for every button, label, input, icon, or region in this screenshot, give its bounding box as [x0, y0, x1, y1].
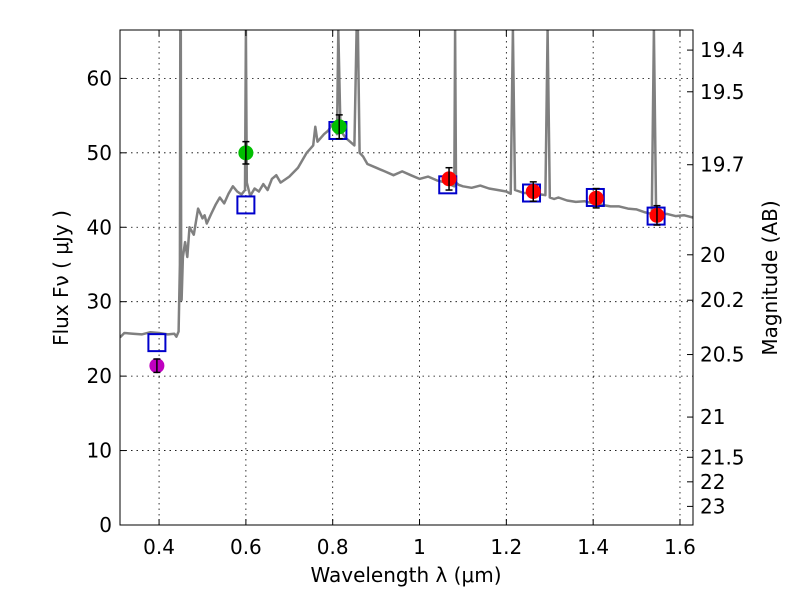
model-photometry-layer — [147, 120, 666, 353]
x-tick-label: 1.4 — [577, 535, 609, 559]
magnitude-tick-label: 19.4 — [700, 38, 745, 62]
y-tick-label: 30 — [87, 290, 112, 314]
x-axis-title: Wavelength λ (μm) — [310, 563, 501, 587]
magnitude-tick-label: 21.5 — [700, 445, 745, 469]
plot-frame — [119, 29, 694, 526]
y-tick-label: 40 — [87, 215, 112, 239]
grid — [120, 30, 693, 525]
ticks: 0.4 0.6 0.8 1 1.2 1.4 1.6 0 10 20 30 40 50 60 19.4 19.5… — [87, 30, 745, 559]
x-tick-label: 0.4 — [143, 535, 175, 559]
magnitude-tick-label: 21 — [700, 405, 725, 429]
model-photometry-point — [236, 195, 256, 215]
y-right-axis-title: Magnitude (AB) — [758, 200, 782, 355]
spectrum-line — [120, 30, 693, 339]
model-photometry-point — [147, 333, 167, 353]
x-tick-label: 0.8 — [317, 535, 349, 559]
x-tick-label: 1.2 — [490, 535, 522, 559]
y-tick-label: 20 — [87, 364, 112, 388]
y-tick-label: 0 — [99, 513, 112, 537]
x-tick-label: 1 — [413, 535, 426, 559]
magnitude-tick-label: 20 — [700, 243, 725, 267]
observed-photometry-layer — [149, 114, 665, 374]
y-tick-label: 10 — [87, 439, 112, 463]
magnitude-tick-label: 19.5 — [700, 80, 745, 104]
y-tick-label: 50 — [87, 141, 112, 165]
magnitude-tick-label: 20.5 — [700, 343, 745, 367]
x-tick-label: 1.6 — [664, 535, 696, 559]
magnitude-tick-label: 19.7 — [700, 153, 745, 177]
magnitude-tick-label: 23 — [700, 494, 725, 518]
y-axis-title: Flux Fν ( μJy ) — [49, 210, 73, 346]
magnitude-tick-label: 22 — [700, 470, 725, 494]
spectrum-layer — [120, 30, 693, 339]
x-tick-label: 0.6 — [230, 535, 262, 559]
magnitude-tick-label: 20.2 — [700, 288, 745, 312]
y-tick-label: 60 — [87, 66, 112, 90]
